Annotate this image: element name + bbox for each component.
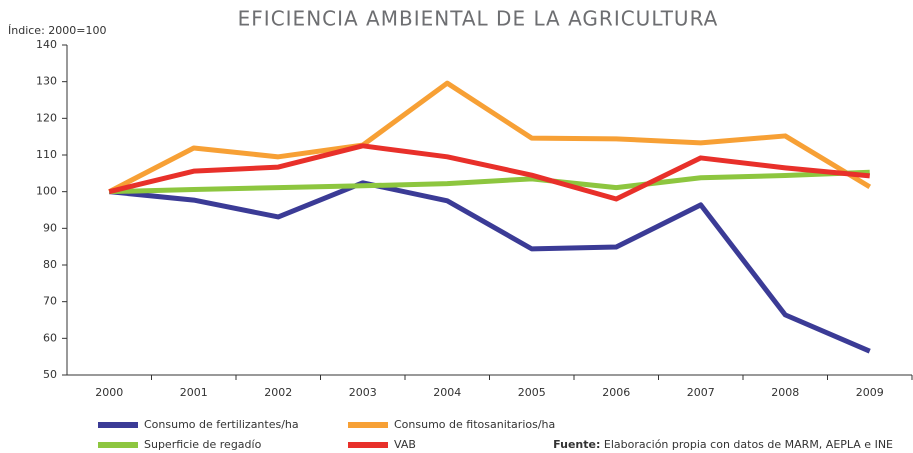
x-tick-label: 2008 [771, 386, 799, 399]
y-tick-label: 70 [43, 295, 57, 308]
legend-swatch [98, 442, 138, 448]
series-line [108, 143, 870, 202]
source: Fuente: Elaboración propia con datos de … [553, 438, 893, 451]
x-tick-label: 2009 [856, 386, 884, 399]
legend-swatch [98, 422, 138, 428]
x-tick-label: 2005 [518, 386, 546, 399]
legend-label: Superficie de regadío [144, 438, 262, 451]
y-tick-label: 100 [36, 185, 57, 198]
series-line [108, 80, 872, 194]
x-tick-label: 2001 [180, 386, 208, 399]
y-tick-label: 50 [43, 368, 57, 381]
legend-label: Consumo de fitosanitarios/ha [394, 418, 555, 431]
source-text: Elaboración propia con datos de MARM, AE… [604, 438, 893, 451]
y-tick-label: 140 [36, 38, 57, 51]
y-tick-label: 90 [43, 221, 57, 234]
x-tick-label: 2004 [433, 386, 461, 399]
source-label: Fuente: [553, 438, 600, 451]
legend-swatch [348, 442, 388, 448]
series-line [109, 180, 871, 354]
x-tick-label: 2000 [95, 386, 123, 399]
y-tick-label: 80 [43, 258, 57, 271]
x-tick-label: 2006 [602, 386, 630, 399]
x-tick-label: 2003 [349, 386, 377, 399]
y-tick-label: 110 [36, 148, 57, 161]
x-tick-label: 2007 [687, 386, 715, 399]
legend-label: Consumo de fertilizantes/ha [144, 418, 299, 431]
legend-swatch [348, 422, 388, 428]
y-axis-label: Índice: 2000=100 [8, 24, 106, 37]
y-tick-label: 120 [36, 111, 57, 124]
series-line [109, 169, 870, 195]
chart-title: EFICIENCIA AMBIENTAL DE LA AGRICULTURA [238, 7, 719, 31]
y-tick-label: 130 [36, 75, 57, 88]
y-tick-label: 60 [43, 331, 57, 344]
legend-label: VAB [394, 438, 416, 451]
x-tick-label: 2002 [264, 386, 292, 399]
